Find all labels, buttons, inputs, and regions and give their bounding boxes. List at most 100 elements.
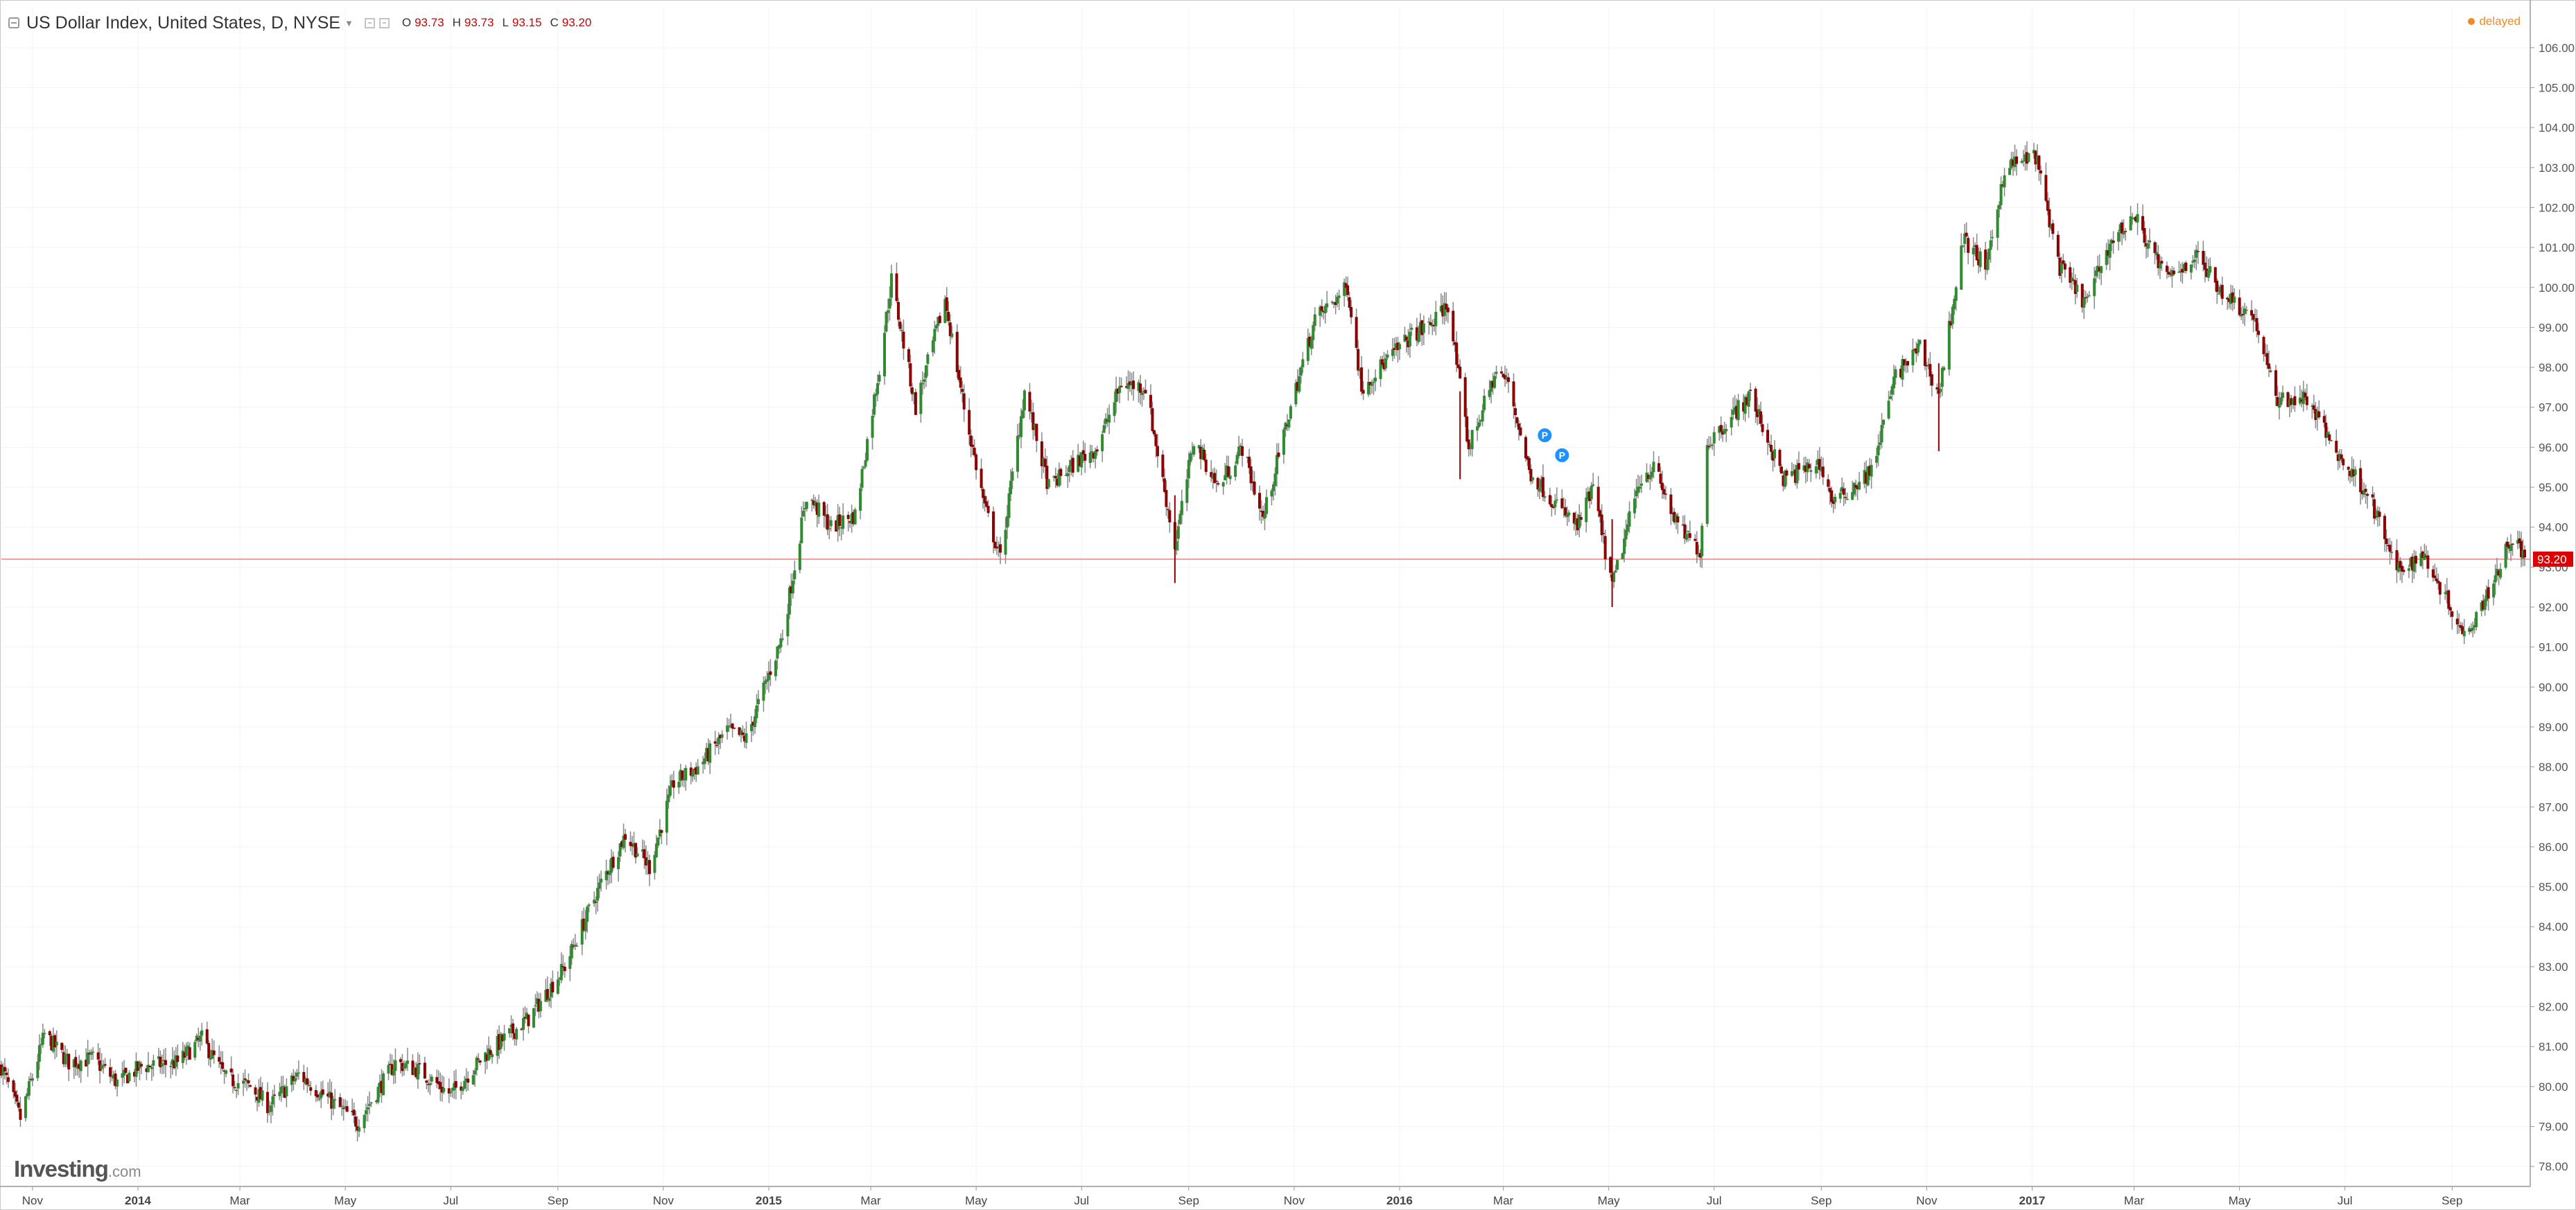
candle-down[interactable] (1081, 450, 1085, 455)
candle-down[interactable] (1251, 481, 1255, 483)
candle-down[interactable] (693, 769, 696, 771)
candle-up[interactable] (174, 1055, 177, 1067)
candle-up[interactable] (2170, 270, 2174, 277)
candle-up[interactable] (2118, 224, 2122, 232)
candle-down[interactable] (1831, 500, 1835, 505)
candle-up[interactable] (654, 843, 658, 857)
candle-down[interactable] (1393, 348, 1396, 350)
candle-down[interactable] (2290, 398, 2293, 405)
candle-down[interactable] (2400, 565, 2403, 572)
candle-down[interactable] (437, 1081, 440, 1085)
candle-down[interactable] (221, 1062, 225, 1069)
candle-down[interactable] (85, 1060, 88, 1067)
candle-down[interactable] (1429, 322, 1432, 326)
candle-up[interactable] (632, 843, 636, 848)
candle-down[interactable] (188, 1047, 191, 1060)
candle-down[interactable] (1695, 542, 1698, 555)
candle-down[interactable] (1165, 490, 1168, 507)
candle-up[interactable] (1916, 343, 1920, 353)
candle-down[interactable] (907, 349, 910, 362)
candle-down[interactable] (212, 1050, 216, 1055)
candle-down[interactable] (485, 1054, 489, 1061)
candle-up[interactable] (1904, 363, 1908, 365)
candle-down[interactable] (1671, 513, 1674, 514)
candle-down[interactable] (2435, 578, 2438, 581)
candle-down[interactable] (1588, 491, 1592, 501)
minimize-icon[interactable] (364, 17, 375, 28)
candle-up[interactable] (1483, 396, 1486, 410)
candle-down[interactable] (2073, 280, 2077, 295)
candle-up[interactable] (1439, 306, 1443, 312)
candle-down[interactable] (2324, 422, 2328, 438)
candle-up[interactable] (1490, 380, 1493, 392)
candle-up[interactable] (786, 613, 790, 637)
candle-down[interactable] (1818, 459, 1821, 470)
candle-down[interactable] (1308, 336, 1312, 347)
candle-up[interactable] (1806, 462, 1809, 473)
candle-down[interactable] (205, 1029, 209, 1044)
candle-up[interactable] (1554, 500, 1557, 508)
candle-down[interactable] (551, 981, 555, 992)
candle-down[interactable] (2226, 297, 2229, 300)
candle-up[interactable] (2475, 612, 2478, 627)
candle-up[interactable] (2093, 278, 2096, 297)
candle-down[interactable] (2202, 251, 2205, 265)
candle-down[interactable] (1156, 446, 1159, 457)
candle-up[interactable] (116, 1079, 119, 1087)
candle-up[interactable] (344, 1106, 347, 1108)
candle-up[interactable] (798, 543, 801, 570)
candle-up[interactable] (1488, 389, 1491, 397)
candle-down[interactable] (1929, 364, 1932, 377)
candle-up[interactable] (261, 1090, 264, 1101)
candle-down[interactable] (689, 767, 693, 776)
candle-down[interactable] (1529, 468, 1533, 482)
candle-up[interactable] (814, 501, 817, 507)
candle-up[interactable] (2412, 557, 2416, 572)
candle-up[interactable] (162, 1060, 166, 1062)
candle-down[interactable] (2274, 370, 2277, 396)
candle-down[interactable] (2347, 466, 2350, 470)
candle-up[interactable] (886, 310, 889, 313)
candle-up[interactable] (787, 587, 791, 615)
candle-up[interactable] (171, 1059, 174, 1065)
candle-up[interactable] (1271, 484, 1275, 491)
candle-up[interactable] (1118, 386, 1122, 394)
candle-up[interactable] (453, 1082, 456, 1091)
candle-up[interactable] (665, 800, 668, 833)
candle-down[interactable] (1420, 320, 1424, 335)
candle-up[interactable] (1273, 473, 1277, 486)
candle-up[interactable] (242, 1080, 245, 1084)
candle-up[interactable] (1115, 389, 1118, 403)
candle-down[interactable] (1432, 324, 1436, 326)
candle-up[interactable] (1142, 391, 1145, 392)
candle-up[interactable] (810, 499, 814, 501)
candle-up[interactable] (503, 1033, 506, 1041)
candle-up[interactable] (365, 1110, 368, 1114)
candle-up[interactable] (2110, 240, 2114, 244)
candle-up[interactable] (181, 1051, 184, 1063)
candle-down[interactable] (354, 1116, 358, 1127)
candle-up[interactable] (1700, 525, 1704, 556)
candle-up[interactable] (1543, 496, 1547, 498)
candle-down[interactable] (1465, 416, 1469, 441)
candle-down[interactable] (2037, 155, 2041, 170)
candle-down[interactable] (1166, 509, 1169, 511)
candle-up[interactable] (392, 1069, 395, 1076)
candle-down[interactable] (1830, 490, 1834, 502)
candle-down[interactable] (1467, 439, 1470, 450)
candle-down[interactable] (356, 1126, 359, 1131)
candle-up[interactable] (667, 794, 670, 803)
candle-down[interactable] (968, 410, 971, 435)
candle-up[interactable] (1088, 452, 1092, 464)
candle-down[interactable] (2172, 270, 2175, 274)
candle-down[interactable] (973, 447, 976, 455)
candle-down[interactable] (1149, 394, 1152, 408)
candle-up[interactable] (691, 770, 695, 777)
candle-up[interactable] (1585, 497, 1588, 523)
candle-down[interactable] (2276, 396, 2279, 406)
candle-up[interactable] (387, 1064, 390, 1074)
candle-down[interactable] (822, 502, 826, 516)
candle-up[interactable] (1306, 337, 1309, 361)
candle-down[interactable] (1735, 405, 1739, 419)
candle-down[interactable] (895, 273, 898, 301)
